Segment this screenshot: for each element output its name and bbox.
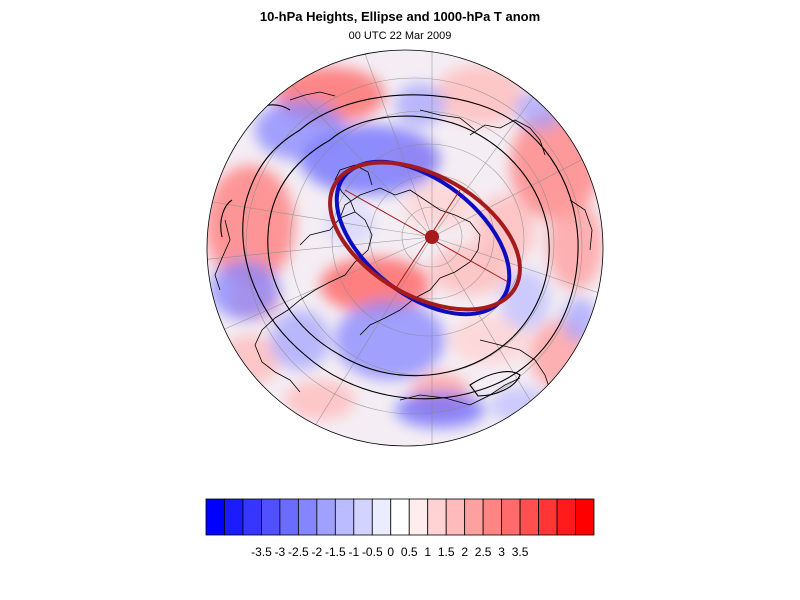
colorbar-box (519, 498, 539, 536)
colorbar-box (334, 498, 355, 536)
colorbar-tick-label: 0.5 (401, 545, 418, 559)
vortex-ellipses (328, 159, 522, 317)
colorbar-box (575, 498, 595, 536)
colorbar-tick-label: 1 (424, 545, 431, 559)
colorbar-box (390, 498, 410, 536)
colorbar-tick-label: -3.5 (251, 545, 272, 559)
colorbar-box (427, 498, 447, 536)
colorbar-tick-label: 2 (461, 545, 468, 559)
map-subtitle: 00 UTC 22 Mar 2009 (348, 30, 452, 42)
ellipse-red (328, 160, 522, 312)
colorbar-boxes (205, 498, 595, 536)
temperature-anomaly-field (207, 50, 603, 446)
colorbar-tick-label: -2.5 (288, 545, 309, 559)
colorbar-box (408, 498, 429, 536)
colorbar-box (556, 498, 576, 536)
colorbar-box (445, 498, 466, 536)
colorbar-box (538, 498, 558, 536)
colorbar-tick-label: 1.5 (438, 545, 455, 559)
colorbar-box (279, 498, 299, 536)
graticule (207, 50, 603, 446)
colorbar-box (316, 498, 336, 536)
colorbar-tick-label: -1.5 (325, 545, 346, 559)
colorbar-tick-label: 2.5 (475, 545, 492, 559)
colorbar-box (464, 498, 484, 536)
colorbar-box (224, 498, 244, 536)
colorbar-box (482, 498, 503, 536)
colorbar-box (297, 498, 318, 536)
colorbar-tick-label: -3 (275, 545, 286, 559)
map-title: 10-hPa Heights, Ellipse and 1000-hPa T a… (259, 9, 541, 24)
colorbar-tick-label: 3.5 (512, 545, 529, 559)
colorbar-tick-label: -0.5 (362, 545, 383, 559)
colorbar-box (353, 498, 373, 536)
colorbar-box (501, 498, 521, 536)
colorbar-box (242, 498, 262, 536)
colorbar-tick-label: -2 (312, 545, 323, 559)
colorbar-tick-label: -1 (348, 545, 359, 559)
ellipse-center-dot (425, 230, 439, 244)
colorbar-box (371, 498, 392, 536)
colorbar-box (205, 498, 225, 536)
colorbar-box (261, 498, 281, 536)
colorbar-tick-label: 0 (387, 545, 394, 559)
colorbar-tick-label: 3 (498, 545, 505, 559)
colorbar-labels: -3.5 -3 -2.5 -2 -1.5 -1 -0.5 0 0.5 1 1.5 2 2.5 3 3.5 (251, 545, 529, 559)
globe-outline (206, 49, 604, 447)
